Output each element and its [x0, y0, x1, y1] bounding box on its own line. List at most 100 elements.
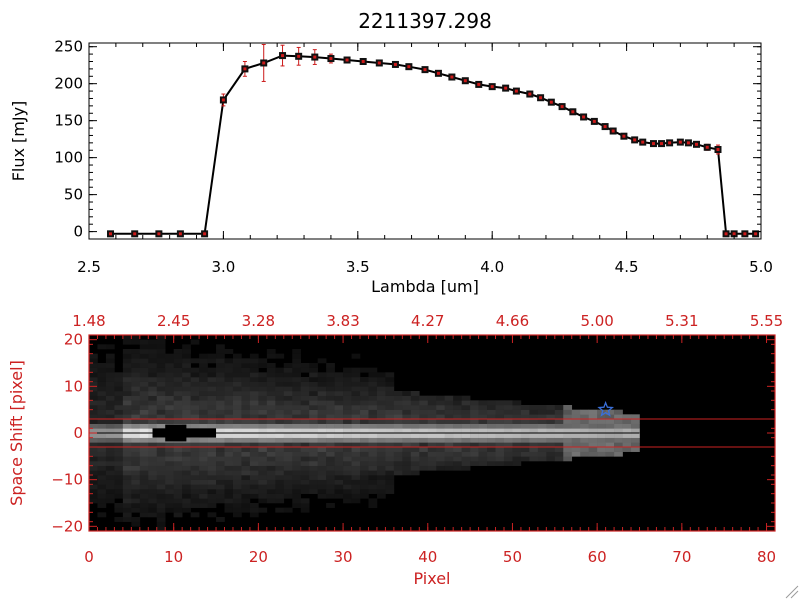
spectrum-pixel — [139, 437, 149, 443]
spectrum-pixel — [360, 386, 369, 392]
spectrum-pixel — [360, 442, 369, 448]
spectrum-pixel — [292, 353, 302, 359]
spectrum-pixel — [614, 437, 623, 443]
spectrum-pixel — [232, 386, 242, 392]
spectrum-pixel — [487, 447, 496, 452]
spectrum-pixel — [232, 367, 242, 373]
spectrum-pixel — [232, 493, 242, 499]
flux-data-point-core — [281, 54, 285, 58]
spectrum-pixel — [368, 419, 378, 424]
spectrum-pixel — [343, 414, 352, 420]
spectrum-pixel — [105, 475, 115, 480]
spectrum-pixel — [453, 419, 462, 424]
spectrum-pixel — [292, 442, 302, 448]
spectrum-pixel — [360, 395, 369, 401]
spectrum-pixel — [97, 363, 107, 368]
spectrum-pixel — [216, 484, 225, 490]
spectrum-pixel — [89, 363, 98, 368]
spectrum-pixel — [139, 493, 149, 499]
spectrum-pixel — [89, 381, 98, 387]
spectrum-pixel — [571, 419, 581, 424]
spectrum-pixel — [563, 405, 573, 410]
spectrum-pixel — [495, 419, 505, 424]
spectrum-pixel — [232, 451, 242, 457]
spectrum-pixel — [343, 391, 352, 396]
spectrum-pixel — [241, 358, 251, 364]
spectrum-pixel — [351, 423, 361, 429]
spectrum-pixel — [402, 465, 412, 471]
spectrum-pixel — [520, 437, 530, 443]
spectrum-pixel — [393, 428, 403, 434]
spectrum-pixel — [495, 433, 505, 438]
spectrum-pixel — [232, 461, 242, 466]
spectrum-pixel — [309, 400, 318, 406]
spectrum-pixel — [232, 395, 242, 401]
spectrum-pixel — [249, 423, 259, 429]
spectrum-pixel — [444, 409, 454, 415]
spectrum-pixel — [156, 423, 166, 429]
spectrum-pixel — [216, 423, 225, 429]
spectrum-pixel — [165, 447, 174, 452]
spectrum-pixel — [453, 405, 462, 410]
spectrum-pixel — [122, 489, 132, 494]
spectrum-pixel — [351, 353, 361, 359]
resize-grip[interactable] — [785, 585, 799, 599]
spectrum-pixel — [368, 442, 378, 448]
spectrum-pixel — [402, 456, 412, 462]
spectrum-pixel — [487, 456, 496, 462]
spectrum-pixel — [317, 372, 327, 378]
spectrum-pixel — [427, 395, 437, 401]
spectrum-pixel — [385, 372, 395, 378]
spectrum-pixel — [317, 442, 327, 448]
spectrum-pixel — [105, 381, 115, 387]
spectrum-pixel — [232, 372, 242, 378]
spectrum-pixel — [351, 479, 361, 485]
spectrum-pixel — [385, 381, 395, 387]
spectrum-pixel — [131, 465, 141, 471]
spectrum-pixel — [563, 451, 573, 457]
spectrum-pixel — [165, 414, 174, 420]
spectrum-pixel — [402, 447, 412, 452]
spectrum-pixel — [122, 447, 132, 452]
spectrum-pixel — [453, 447, 462, 452]
spectrum-pixel — [182, 484, 191, 490]
spectrum-pixel — [241, 433, 251, 438]
spectrum-pixel — [283, 405, 293, 410]
spectrum-pixel — [300, 363, 310, 368]
spectrum-pixel — [122, 503, 132, 508]
spectrum-pixel — [487, 437, 496, 443]
spectrum-pixel — [216, 465, 225, 471]
spectrum-pixel — [334, 475, 344, 480]
spectrum-pixel — [503, 447, 513, 452]
spectrum-pixel — [360, 461, 369, 466]
spectrum-pixel — [131, 507, 141, 513]
spectrum-pixel — [512, 437, 522, 443]
spectrum-pixel — [385, 428, 395, 434]
spectrum-pixel — [309, 451, 318, 457]
spectrum-pixel — [156, 503, 166, 508]
spectrum-pixel — [131, 423, 141, 429]
spectrum-pixel — [317, 381, 327, 387]
spectrum-pixel — [224, 358, 234, 364]
spectrum-pixel — [232, 489, 242, 494]
spectrum-pixel — [605, 451, 615, 457]
spectrum-pixel — [351, 484, 361, 490]
spectrum-pixel — [275, 475, 285, 480]
spectrum-pixel — [241, 475, 251, 480]
spectrum-pixel — [241, 395, 251, 401]
spectrum-pixel — [453, 465, 462, 471]
spectrum-pixel — [334, 372, 344, 378]
spectrum-pixel — [368, 461, 378, 466]
spectrum-pixel — [258, 409, 268, 415]
spectrum-pixel — [97, 381, 107, 387]
spectrum-pixel — [156, 456, 166, 462]
spectrum-pixel — [207, 489, 217, 494]
spectrum-pixel — [368, 484, 378, 490]
bottom-top-tick-label: 5.00 — [580, 312, 613, 330]
spectrum-pixel — [393, 405, 403, 410]
spectrum-pixel — [232, 419, 242, 424]
spectrum-pixel — [105, 498, 115, 504]
spectrum-pixel — [334, 465, 344, 471]
spectrum-pixel — [300, 428, 310, 434]
spectrum-pixel — [139, 395, 149, 401]
